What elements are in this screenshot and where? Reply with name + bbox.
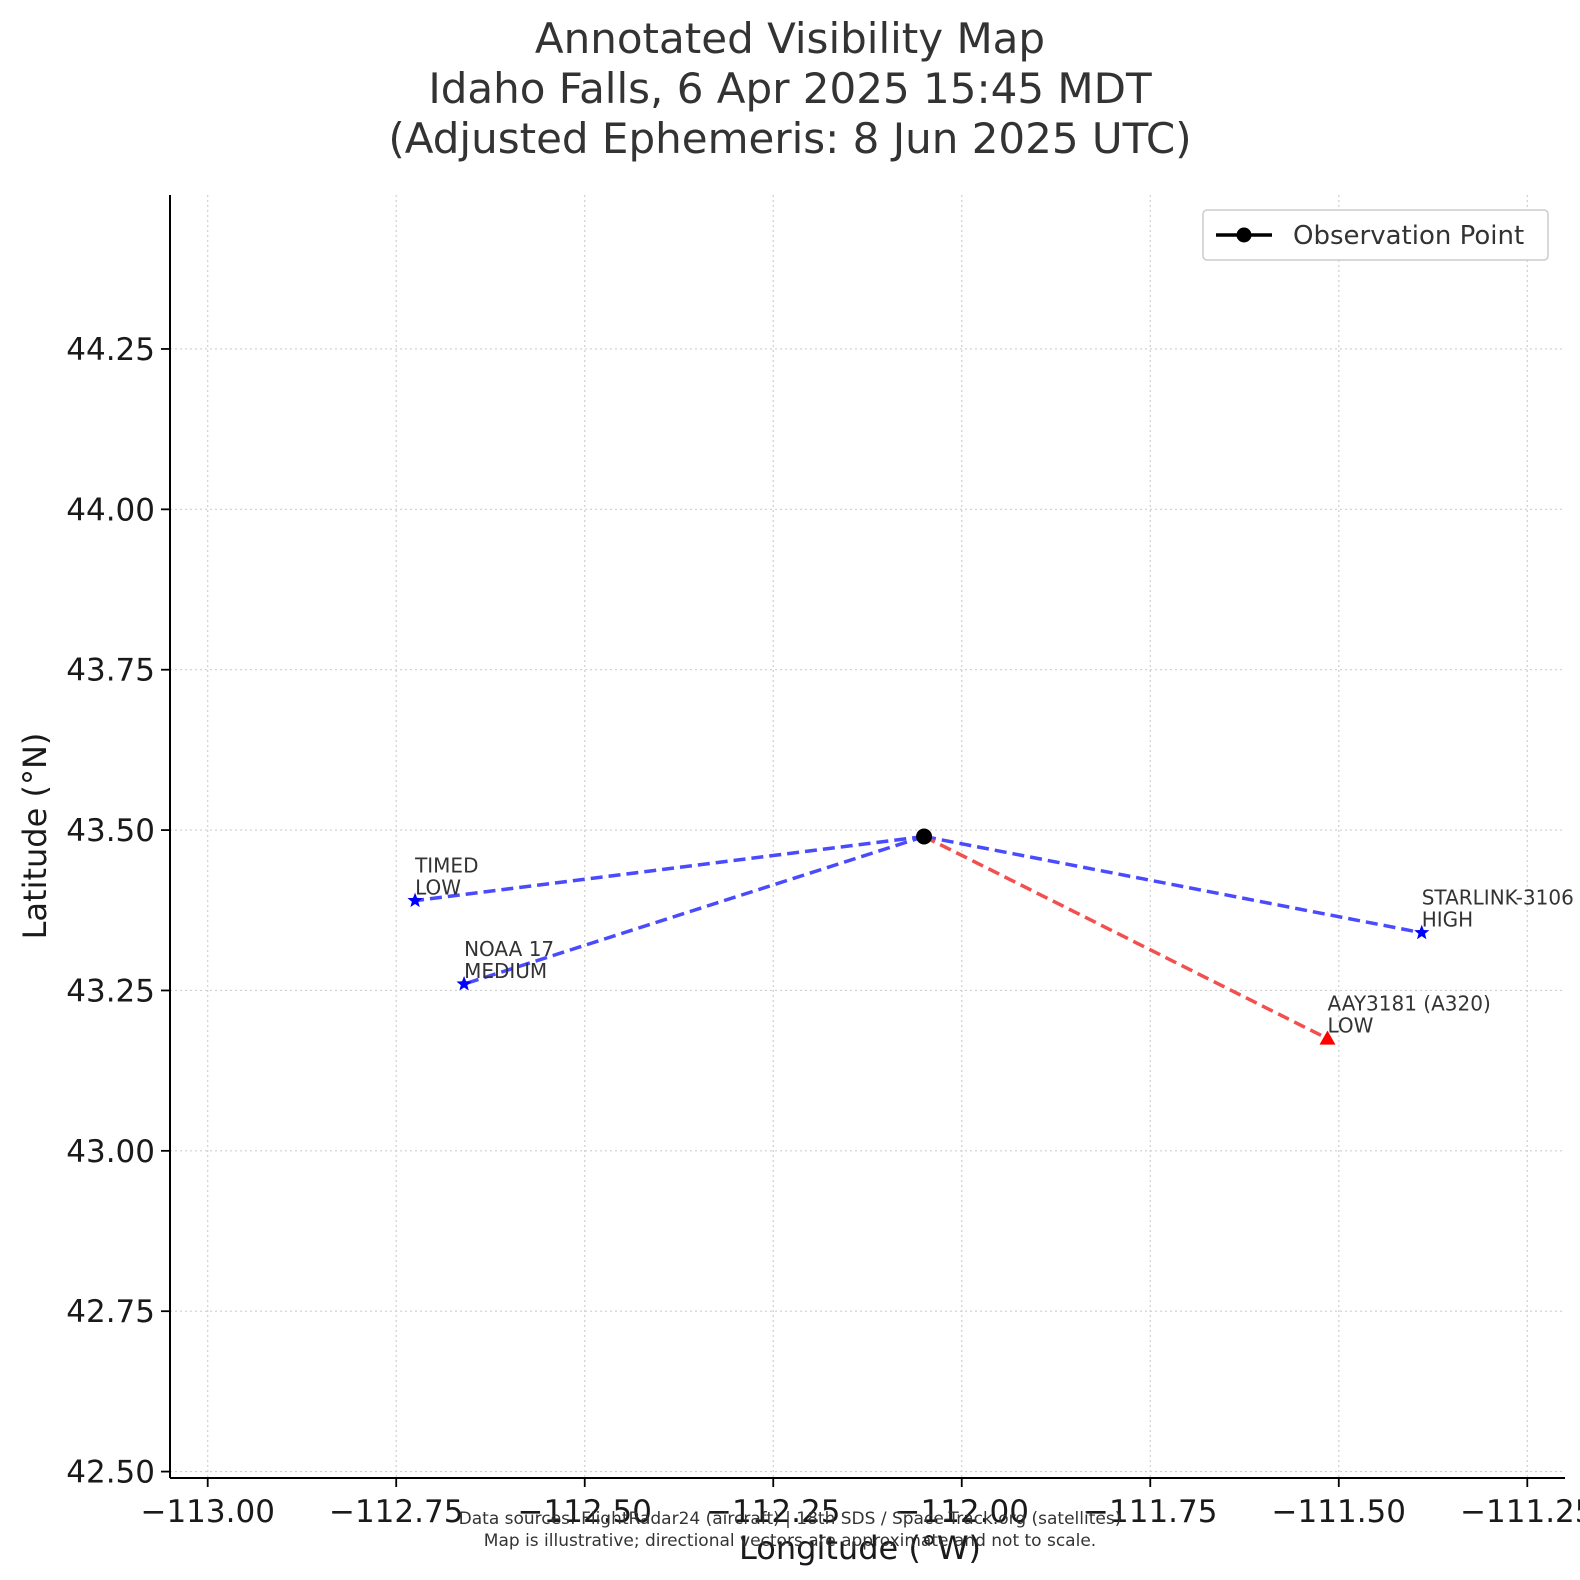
annotation-name-noaa-17: NOAA 17 bbox=[464, 937, 554, 961]
chart-title-line-2: Idaho Falls, 6 Apr 2025 15:45 MDT bbox=[428, 64, 1152, 113]
y-tick-label: 42.75 bbox=[66, 1294, 155, 1330]
x-tick-label: −113.00 bbox=[140, 1494, 274, 1530]
annotation-name-aay3181-a320: AAY3181 (A320) bbox=[1327, 992, 1490, 1016]
satellite-marker-noaa-17 bbox=[456, 976, 472, 991]
annotation-visibility-timed: LOW bbox=[415, 876, 461, 900]
legend-marker-swatch bbox=[1236, 227, 1252, 243]
vector-line-aay3181-a320 bbox=[923, 834, 1329, 1041]
y-tick-label: 44.00 bbox=[66, 492, 155, 528]
x-axis-ticks: −113.00 −112.75 −112.50 −112.25 −112.00 −111.… bbox=[140, 1478, 1580, 1530]
y-axis-ticks: 42.50 42.75 43.00 43.25 43.50 43.75 44.00 44.25 bbox=[66, 332, 170, 1491]
footnote-line-1: Data sources: FlightRadar24 (aircraft) |… bbox=[459, 1509, 1122, 1529]
legend-frame bbox=[1202, 209, 1549, 261]
direction-vectors bbox=[414, 834, 1423, 1041]
object-markers bbox=[407, 892, 1430, 1045]
legend-label-observation-point: Observation Point bbox=[1293, 221, 1524, 251]
footnote-line-2: Map is illustrative; directional vectors… bbox=[484, 1531, 1096, 1551]
y-tick-label: 43.25 bbox=[66, 973, 155, 1009]
annotation-visibility-starlink-3106: HIGH bbox=[1422, 908, 1473, 932]
x-tick-label: −111.25 bbox=[1460, 1494, 1580, 1530]
footnote: Data sources: FlightRadar24 (aircraft) |… bbox=[459, 1509, 1122, 1551]
x-tick-label: −112.50 bbox=[518, 1494, 652, 1530]
x-tick-label: −112.75 bbox=[329, 1494, 463, 1530]
y-tick-label: 42.50 bbox=[66, 1455, 155, 1491]
legend: Observation Point bbox=[1202, 209, 1549, 261]
annotation-visibility-aay3181-a320: LOW bbox=[1327, 1014, 1373, 1038]
annotation-name-starlink-3106: STARLINK-3106 bbox=[1422, 886, 1574, 910]
x-tick-label: −112.00 bbox=[895, 1494, 1029, 1530]
x-tick-label: −111.75 bbox=[1083, 1494, 1217, 1530]
annotation-name-timed: TIMED bbox=[414, 854, 478, 878]
axes bbox=[169, 195, 1565, 1479]
vector-line-noaa-17 bbox=[463, 834, 925, 986]
satellite-marker-starlink-3106 bbox=[1414, 924, 1430, 940]
x-tick-label: −111.50 bbox=[1272, 1494, 1406, 1530]
vector-line-starlink-3106 bbox=[923, 834, 1423, 935]
observation-point-marker bbox=[916, 828, 933, 845]
chart-title-line-3: (Adjusted Ephemeris: 8 Jun 2025 UTC) bbox=[388, 114, 1191, 163]
vector-line-timed bbox=[414, 834, 925, 903]
x-axis-label: Longitude (°W) bbox=[739, 1529, 981, 1567]
y-axis-label: Latitude (°N) bbox=[16, 733, 54, 940]
observation-point-layer bbox=[916, 828, 933, 845]
aircraft-marker-aay3181-a320 bbox=[1319, 1030, 1336, 1045]
y-tick-label: 43.50 bbox=[66, 813, 155, 849]
satellite-marker-timed bbox=[407, 892, 423, 908]
chart-title: Annotated Visibility Map Idaho Falls, 6 … bbox=[388, 14, 1191, 163]
annotation-visibility-noaa-17: MEDIUM bbox=[464, 959, 547, 983]
gridlines bbox=[170, 195, 1565, 1478]
y-tick-label: 44.25 bbox=[66, 332, 155, 368]
y-tick-label: 43.00 bbox=[66, 1134, 155, 1170]
x-tick-label: −112.25 bbox=[706, 1494, 840, 1530]
y-tick-label: 43.75 bbox=[66, 653, 155, 689]
chart-title-line-1: Annotated Visibility Map bbox=[535, 14, 1045, 63]
